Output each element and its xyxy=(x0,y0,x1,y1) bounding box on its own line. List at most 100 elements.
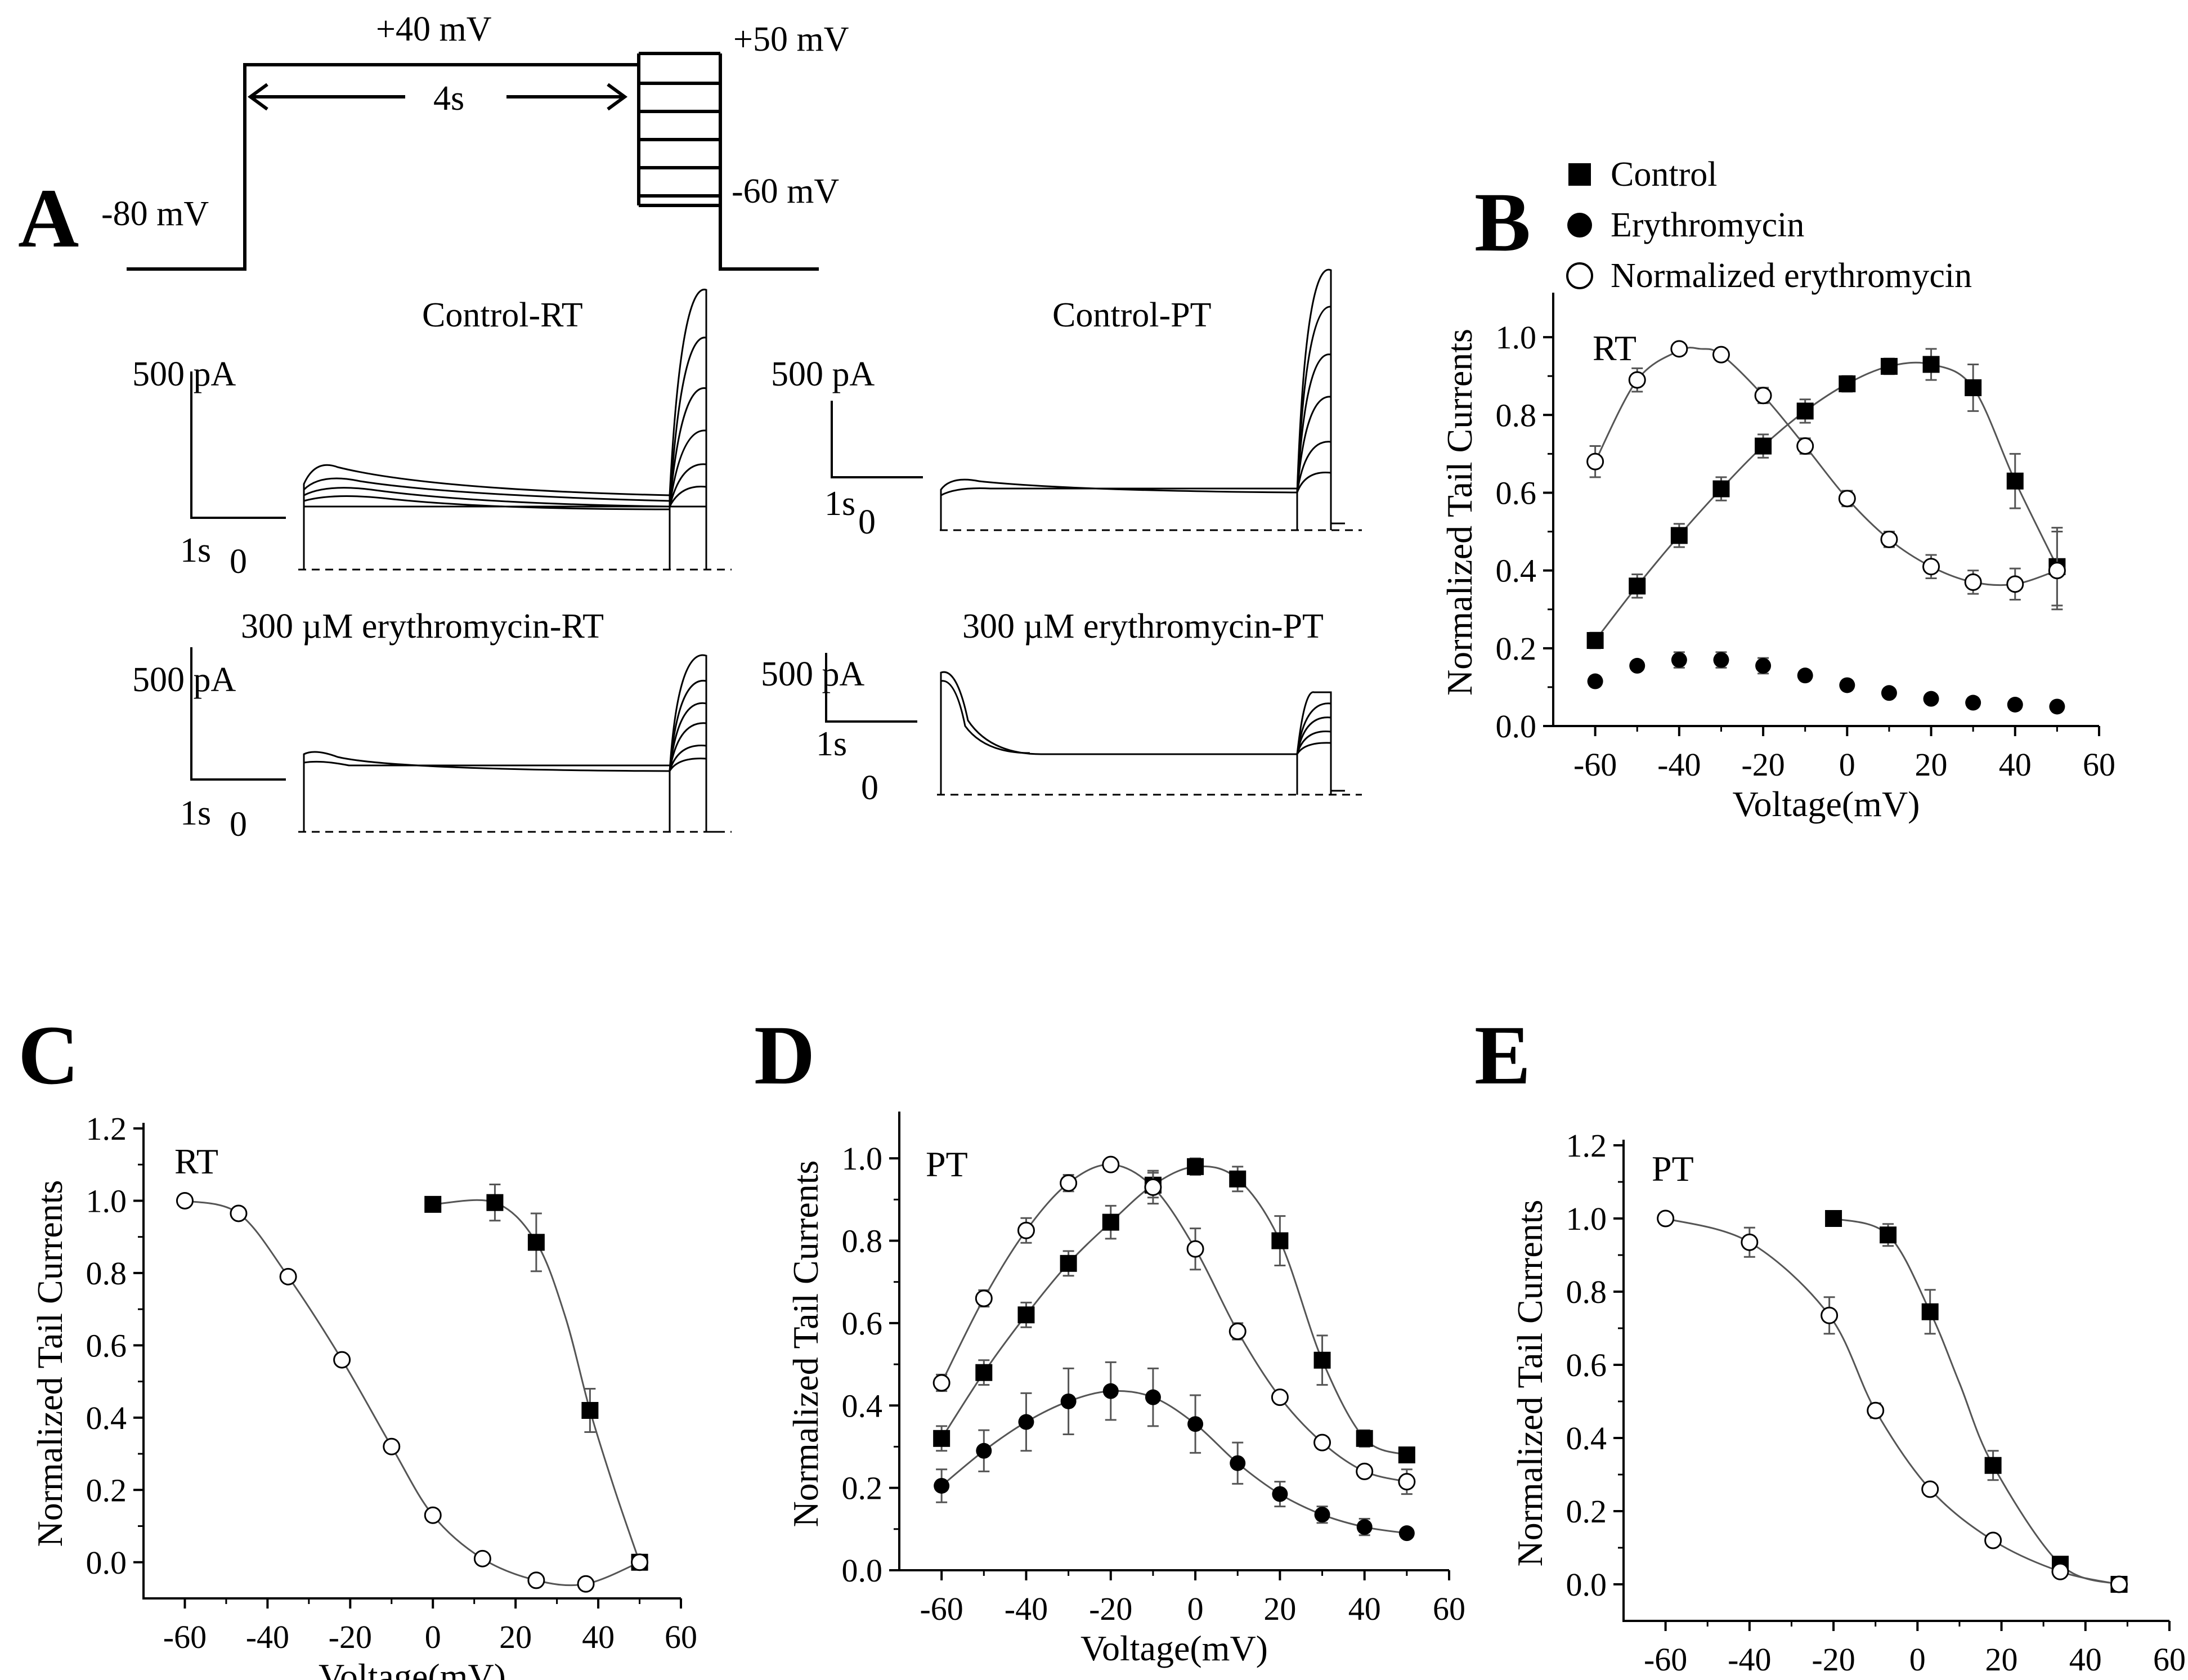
x-tick-label: -20 xyxy=(329,1619,372,1655)
data-point-control xyxy=(1755,437,1772,455)
legend-marker-control xyxy=(1568,163,1591,186)
axis-lines xyxy=(898,1112,1449,1571)
x-tick-label: -40 xyxy=(246,1619,289,1655)
data-point-erythromycin xyxy=(976,1442,992,1459)
y-tick-label: 1.0 xyxy=(1496,319,1537,356)
chart-e: -60 -40 -20 0 20 40 60 0.0 0.2 0.4 0.6 0.8 1.0 1.2 Vol… xyxy=(1510,1127,2186,1680)
protocol-duration-label: 4s xyxy=(433,79,464,118)
trace-zero: 0 xyxy=(230,805,247,844)
trace-scale-current: 500 pA xyxy=(761,655,865,693)
data-point-erythromycin xyxy=(934,1477,950,1494)
data-point-normalized xyxy=(1398,1473,1416,1491)
y-tick-label: 0.0 xyxy=(842,1552,883,1589)
data-point-control xyxy=(1187,1158,1204,1175)
protocol-test-steps xyxy=(639,52,720,198)
data-point-control xyxy=(1880,357,1898,375)
y-tick-label: 0.2 xyxy=(842,1470,883,1507)
trace-scale-time: 1s xyxy=(180,794,211,832)
data-point-erythromycin xyxy=(1060,1393,1077,1409)
data-point-erythromycin xyxy=(1839,677,1855,693)
fit-curve xyxy=(185,1199,640,1587)
panel-letter-b: B xyxy=(1474,176,1531,269)
data-point-normalized xyxy=(424,1506,442,1524)
data-point-erythromycin xyxy=(1230,1455,1246,1471)
protocol-step-label: +40 mV xyxy=(376,10,492,48)
trace-control-rt: Control-RT 500 pA 1s 0 xyxy=(132,288,732,581)
x-tick-label: 60 xyxy=(1433,1591,1465,1627)
data-point-normalized xyxy=(1670,340,1688,358)
chart-b: -60 -40 -20 0 20 40 60 0.0 0.2 0.4 0.6 0.8 1.0 Voltag… xyxy=(1440,293,2115,824)
data-point-normalized xyxy=(1922,558,1940,576)
y-tick-label: 0.8 xyxy=(86,1255,127,1292)
trace-title: 300 µM erythromycin-PT xyxy=(962,607,1324,646)
data-point-normalized xyxy=(1186,1240,1204,1258)
trace-waveforms xyxy=(303,288,707,570)
data-point-normalized xyxy=(1821,1306,1839,1324)
x-tick-label: -60 xyxy=(920,1591,963,1627)
x-tick-label: 40 xyxy=(582,1619,615,1655)
fit-curve xyxy=(941,1390,1407,1534)
protocol-holding-step xyxy=(127,63,639,271)
fit-curve xyxy=(1594,361,2058,641)
x-axis-label: Voltage(mV) xyxy=(1803,1679,1990,1680)
data-point-normalized xyxy=(1964,573,1982,591)
trace-zero: 0 xyxy=(861,769,878,807)
data-point-control xyxy=(933,1430,950,1447)
data-point-normalized xyxy=(176,1191,194,1209)
data-point-normalized xyxy=(975,1289,993,1307)
data-point-normalized xyxy=(279,1267,297,1285)
data-point-normalized xyxy=(2006,575,2024,593)
data-point-erythromycin xyxy=(2049,698,2065,715)
panel-letter-d: D xyxy=(754,1009,815,1102)
data-point-control xyxy=(1839,375,1856,392)
protocol-step-sides xyxy=(637,53,819,271)
data-point-normalized xyxy=(1921,1480,1939,1498)
data-point-normalized xyxy=(1586,453,1604,471)
data-point-normalized xyxy=(473,1549,491,1567)
y-tick-label: 0.4 xyxy=(1496,553,1537,589)
legend: Control Erythromycin Normalized erythrom… xyxy=(1566,155,1972,295)
data-point-normalized xyxy=(230,1204,248,1222)
x-tick-label: 60 xyxy=(665,1619,697,1655)
trace-scale-time: 1s xyxy=(824,485,855,523)
panel-letter-e: E xyxy=(1474,1009,1531,1102)
fit-curve xyxy=(1665,1217,2119,1585)
data-point-normalized xyxy=(577,1575,595,1593)
data-point-normalized xyxy=(2048,562,2066,580)
data-point-control xyxy=(975,1364,993,1381)
data-point-normalized xyxy=(1867,1401,1885,1419)
x-tick-label: 20 xyxy=(1985,1641,2018,1678)
trace-erythromycin-rt: 300 µM erythromycin-RT 500 pA 1s 0 xyxy=(132,607,732,844)
trace-title: 300 µM erythromycin-RT xyxy=(241,607,604,646)
panel-letter-a: A xyxy=(18,172,79,265)
y-tick-label: 0.2 xyxy=(86,1472,127,1508)
y-tick-label: 0.6 xyxy=(1496,474,1537,511)
data-point-normalized xyxy=(2051,1562,2069,1580)
trace-title: Control-PT xyxy=(1052,296,1211,334)
data-point-erythromycin xyxy=(1272,1486,1288,1502)
data-point-normalized xyxy=(1657,1209,1675,1227)
trace-waveforms xyxy=(303,654,720,833)
protocol-duration-arrow xyxy=(247,83,628,111)
data-point-control xyxy=(1356,1430,1373,1447)
axis-lines xyxy=(142,1123,681,1600)
data-point-normalized xyxy=(1102,1155,1120,1173)
panel-letter-c: C xyxy=(18,1009,79,1102)
trace-scale-current: 500 pA xyxy=(132,661,236,699)
data-point-control xyxy=(1825,1210,1842,1227)
y-tick-label: 0.8 xyxy=(842,1223,883,1260)
fit-curve xyxy=(940,1165,1407,1456)
data-point-control xyxy=(1922,356,1940,373)
data-point-control xyxy=(2006,472,2024,490)
data-point-normalized xyxy=(1356,1462,1374,1480)
data-point-normalized xyxy=(1628,371,1646,389)
x-axis-label: Voltage(mV) xyxy=(1733,784,1920,824)
x-tick-label: 20 xyxy=(1915,746,1948,783)
legend-marker-erythromycin xyxy=(1567,213,1592,238)
y-tick-label: 1.0 xyxy=(1566,1200,1607,1237)
data-point-erythromycin xyxy=(1102,1383,1119,1399)
chart-annotation: RT xyxy=(174,1141,218,1181)
y-tick-label: 0.4 xyxy=(1566,1420,1607,1457)
data-point-normalized xyxy=(1712,346,1730,364)
